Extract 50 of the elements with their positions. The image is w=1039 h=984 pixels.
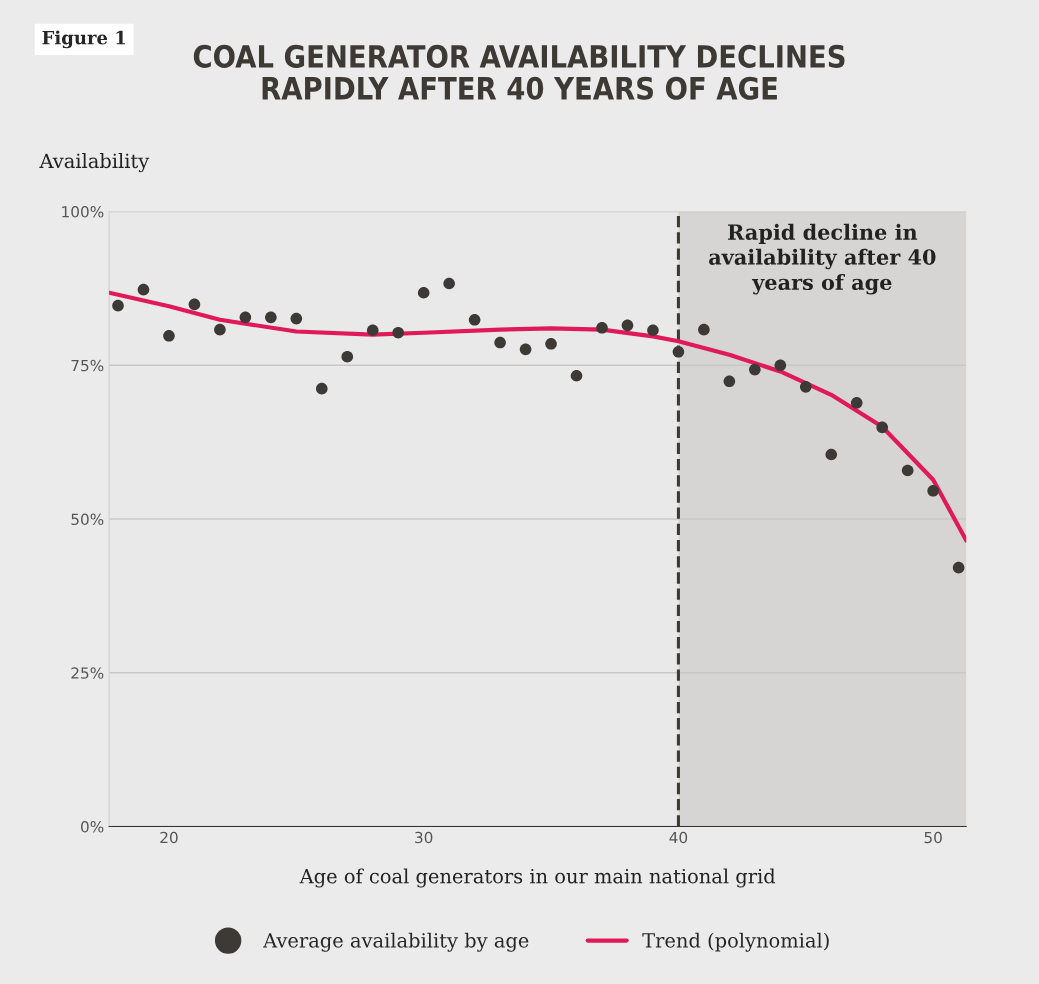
point <box>163 329 175 342</box>
x-tick-label: 50 <box>924 831 942 844</box>
point <box>392 326 405 339</box>
x-tick-label: 40 <box>669 831 688 844</box>
point <box>672 345 685 358</box>
point <box>443 277 455 290</box>
point <box>519 343 532 356</box>
point <box>341 350 354 363</box>
point <box>570 369 583 382</box>
legend-label: Trend (polynomial) <box>642 932 829 952</box>
band-label: Rapid decline in availability after 40 years of age <box>709 223 936 295</box>
chart-title: COAL GENERATOR AVAILABILITY DECLINES RAPIDLY AFTER 40 YEARS OF AGE <box>193 44 845 100</box>
y-tick-label: 25% <box>71 667 104 679</box>
point <box>494 336 506 349</box>
y-tick-label: 75% <box>71 359 104 372</box>
y-tick-label: 0% <box>81 821 104 833</box>
point <box>112 299 124 312</box>
point <box>137 283 150 296</box>
point <box>927 484 939 497</box>
point <box>901 464 914 477</box>
x-axis-title: Age of coal generators in our main national grid <box>299 868 776 888</box>
point <box>698 323 710 336</box>
point <box>290 312 303 325</box>
point <box>366 324 379 337</box>
x-tick-label: 30 <box>415 831 433 844</box>
point <box>265 311 277 324</box>
y-tick-label: 50% <box>71 513 104 526</box>
point <box>214 323 226 336</box>
point <box>876 421 889 434</box>
legend-label: Average availability by age <box>263 932 529 952</box>
point <box>749 363 761 376</box>
point <box>315 382 328 395</box>
point <box>774 359 787 372</box>
point <box>545 337 557 350</box>
y-tick-label: 100% <box>62 206 104 218</box>
point <box>647 324 659 337</box>
point <box>417 286 430 299</box>
point <box>239 311 252 324</box>
point <box>850 397 863 409</box>
point <box>468 313 481 326</box>
point <box>799 381 812 393</box>
point <box>723 375 736 388</box>
y-axis-title: Availability <box>39 153 150 173</box>
point <box>596 321 608 334</box>
caption: Figure 1 <box>42 30 126 49</box>
x-tick-label: 20 <box>160 831 178 844</box>
point <box>952 561 965 574</box>
point <box>188 298 201 311</box>
point <box>621 319 634 332</box>
point <box>825 448 838 461</box>
